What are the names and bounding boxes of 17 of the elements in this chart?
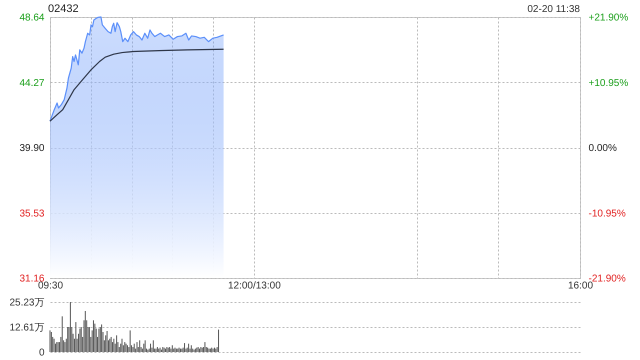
y-tick-label: 35.53 [19, 208, 45, 220]
y-tick-label: 48.64 [19, 12, 45, 24]
y-tick-label: 39.90 [19, 143, 45, 154]
y2-tick-label: +10.95% [588, 78, 628, 89]
y2-tick-label: -10.95% [588, 208, 626, 220]
line-series [49, 48, 224, 122]
y-tick-label: 25.23万 [9, 298, 44, 308]
text: 02-20 11:38 [527, 4, 580, 15]
x-tick-label: 09:30 [38, 280, 64, 292]
x-tick-label: 16:00 [568, 280, 594, 292]
chart-title: 02432 [48, 3, 79, 15]
y2-tick-label: 0.00% [588, 143, 617, 154]
x-tick-label: 12:00/13:00 [228, 280, 282, 292]
y2-tick-label: +21.90% [588, 12, 628, 24]
y-tick-label: 0 [38, 348, 45, 358]
y-tick-label: 12.61万 [9, 322, 44, 334]
y-tick-label: 44.27 [19, 78, 45, 89]
